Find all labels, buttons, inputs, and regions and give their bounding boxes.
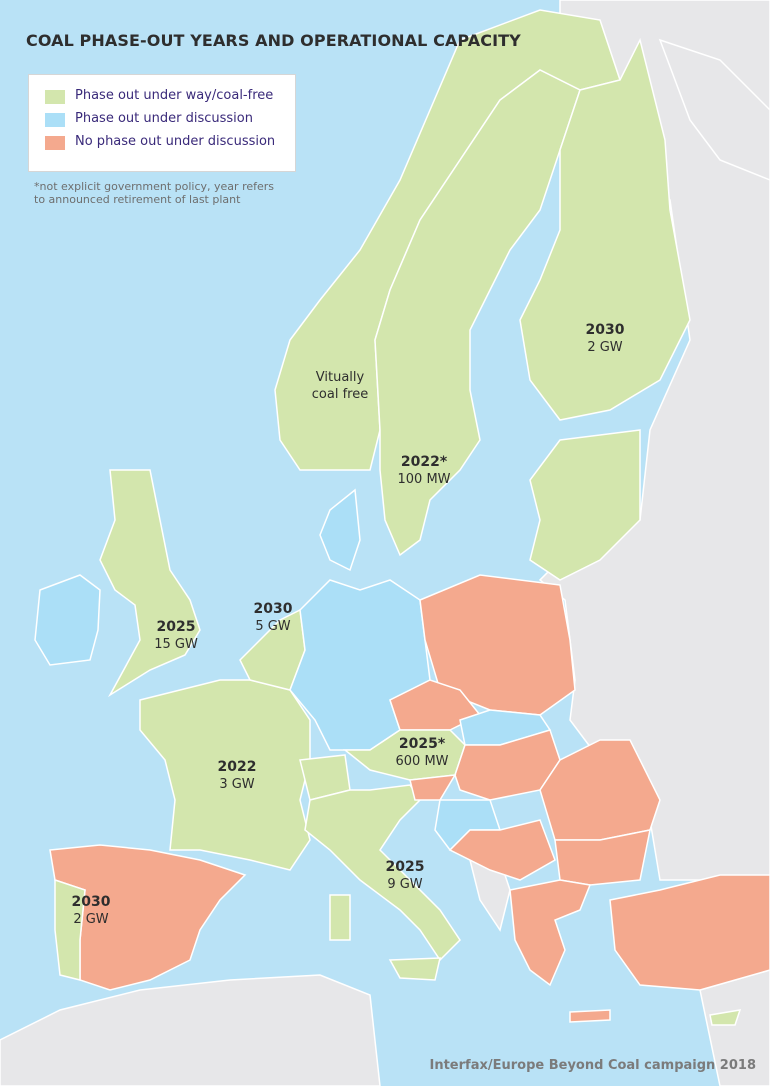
country-baltics	[529, 429, 641, 581]
country-sicily	[388, 957, 441, 981]
legend-label: Phase out under discussion	[75, 111, 253, 126]
legend-swatch-blue	[45, 113, 65, 127]
label-austria: 2025* 600 MW	[395, 736, 448, 770]
label-norway: Vitually coal free	[312, 369, 368, 403]
legend-swatch-orange	[45, 136, 65, 150]
map-title: COAL PHASE-OUT YEARS AND OPERATIONAL CAP…	[26, 31, 521, 50]
country-cyprus	[709, 1009, 742, 1026]
footnote-line: to announced retirement of last plant	[34, 193, 241, 206]
country-sardinia	[329, 894, 351, 941]
label-finland: 2030 2 GW	[586, 322, 625, 356]
label-year: 2025	[156, 619, 196, 635]
source-credit: Interfax/Europe Beyond Coal campaign 201…	[429, 1058, 757, 1073]
label-capacity: 2 GW	[73, 912, 109, 927]
country-italy	[304, 784, 461, 962]
legend-label: No phase out under discussion	[75, 134, 276, 149]
label-year: 2030	[71, 894, 111, 910]
label-year: 2025	[385, 859, 425, 875]
region-north-africa	[0, 974, 381, 1086]
label-year: 2025*	[398, 736, 446, 752]
country-poland	[419, 574, 576, 716]
legend-swatch-green	[45, 90, 65, 104]
country-portugal	[54, 878, 86, 981]
label-uk: 2025 15 GW	[154, 619, 198, 653]
label-portugal: 2030 2 GW	[72, 894, 111, 928]
label-capacity: 9 GW	[387, 877, 423, 892]
country-greece	[509, 879, 592, 987]
country-denmark	[319, 488, 361, 572]
label-capacity: 3 GW	[219, 777, 255, 792]
legend: Phase out under way/coal-free Phase out …	[28, 74, 296, 172]
label-line: coal free	[311, 387, 369, 402]
label-capacity: 2 GW	[587, 340, 623, 355]
country-crete	[569, 1009, 611, 1023]
label-year: 2022*	[400, 454, 448, 470]
country-turkey	[609, 874, 770, 991]
label-year: 2030	[253, 601, 293, 617]
label-capacity: 5 GW	[255, 619, 291, 634]
legend-label: Phase out under way/coal-free	[75, 88, 274, 103]
country-sweden	[374, 69, 581, 557]
country-finland	[519, 37, 691, 421]
region-kola	[658, 38, 770, 181]
footnote: *not explicit government policy, year re…	[34, 180, 274, 206]
country-uk	[99, 469, 201, 698]
label-year: 2030	[585, 322, 625, 338]
label-capacity: 15 GW	[154, 637, 198, 652]
label-capacity: 100 MW	[397, 472, 451, 487]
footnote-line: *not explicit government policy, year re…	[34, 180, 275, 193]
label-capacity: 600 MW	[395, 754, 449, 769]
country-west-balkans-coal	[448, 819, 556, 881]
label-year: 2022	[217, 759, 257, 775]
country-slovenia	[409, 774, 457, 801]
country-ireland	[34, 574, 101, 666]
label-line: Vitually	[315, 370, 365, 385]
label-netherlands: 2030 5 GW	[254, 601, 293, 635]
label-italy: 2025 9 GW	[386, 859, 425, 893]
label-sweden: 2022* 100 MW	[397, 454, 450, 488]
label-france: 2022 3 GW	[218, 759, 257, 793]
